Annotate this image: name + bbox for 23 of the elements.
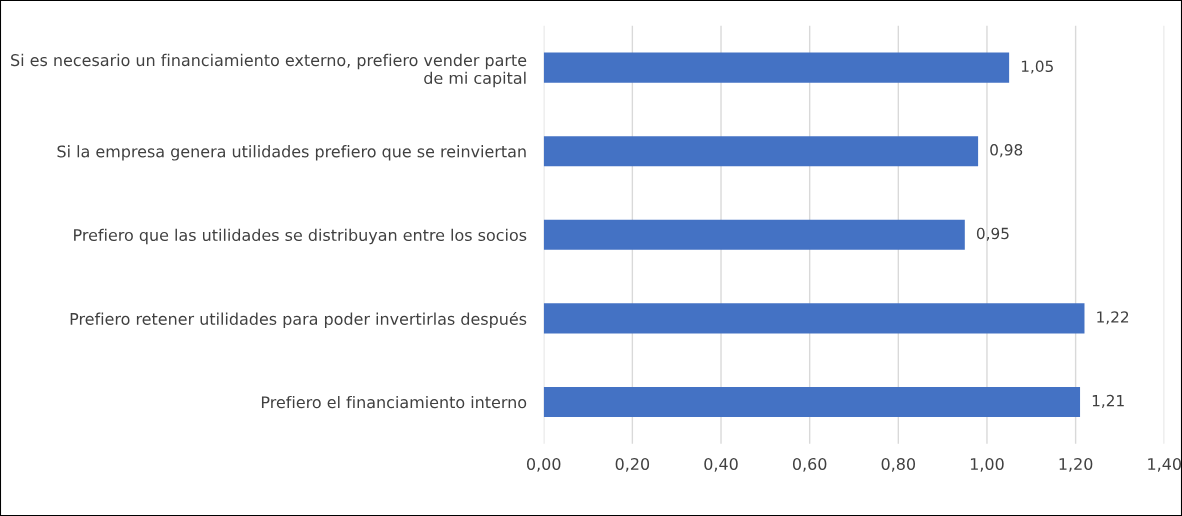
x-tick-label: 1,20 — [1059, 457, 1093, 472]
x-tick-label: 0,60 — [792, 457, 827, 472]
bar — [543, 303, 1085, 334]
y-tick-label: Si la empresa genera utilidades prefiero que se reinviertan — [57, 145, 526, 161]
data-label: 1,05 — [1021, 60, 1053, 74]
x-tick-label: 0,00 — [526, 457, 561, 472]
data-label: 1,21 — [1092, 394, 1124, 408]
y-tick-label: Prefiero que las utilidades se distribuyan entre los socios — [74, 228, 527, 245]
bar — [543, 136, 979, 167]
x-tick-label: 0,80 — [881, 457, 916, 472]
data-label: 1,22 — [1097, 311, 1129, 325]
data-label: 0,95 — [976, 227, 1009, 241]
bar — [543, 52, 1010, 83]
y-tick-label: Prefiero el financiamiento interno — [261, 395, 527, 409]
y-tick-label: Si es necesario un financiamiento externo, prefiero vender parte de mi capital — [11, 53, 527, 88]
bar — [543, 219, 965, 250]
bar — [543, 386, 1081, 418]
x-tick-label: 0,40 — [704, 457, 738, 472]
x-tick-label: 1,00 — [970, 457, 1004, 472]
data-label: 0,98 — [990, 144, 1023, 158]
x-tick-label: 0,20 — [615, 457, 650, 472]
x-tick-label: 1,40 — [1148, 457, 1181, 472]
y-tick-label: Prefiero retener utilidades para poder invertirlas después — [70, 311, 527, 329]
